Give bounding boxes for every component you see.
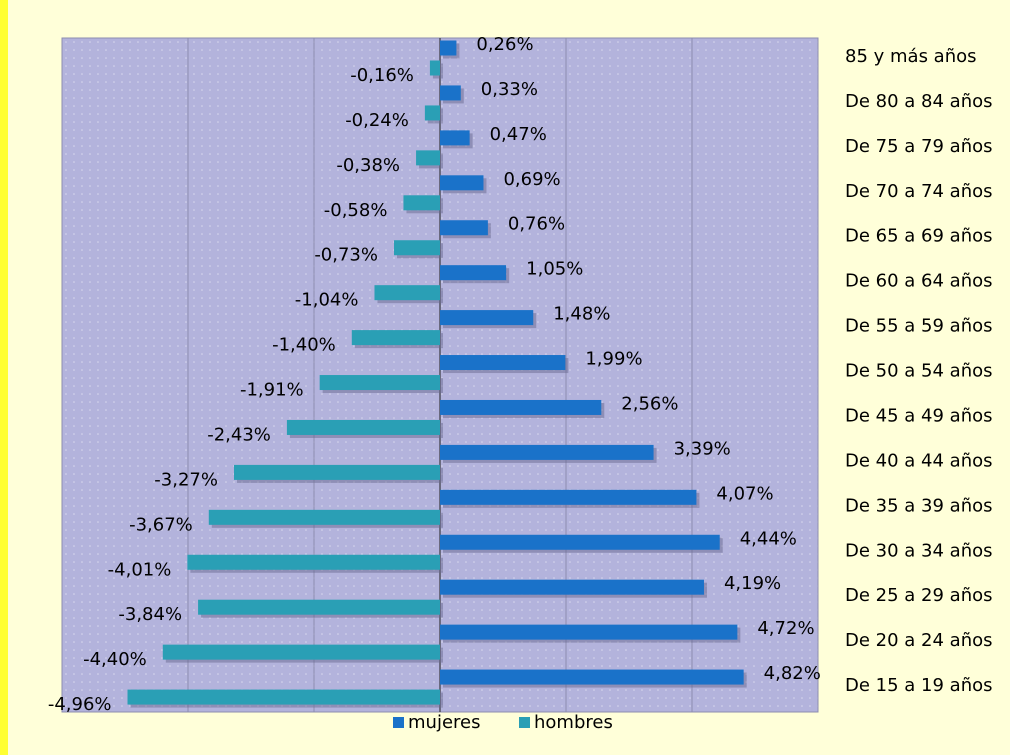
- bar: [440, 310, 534, 326]
- category-label: De 20 a 24 años: [845, 630, 993, 651]
- bar: [319, 375, 440, 391]
- value-label: 2,56%: [621, 393, 678, 414]
- bar: [198, 599, 440, 615]
- bar: [374, 285, 440, 301]
- bar: [440, 534, 720, 550]
- value-label: -2,43%: [207, 424, 271, 445]
- category-label: De 60 a 64 años: [845, 271, 993, 292]
- category-label: 85 y más años: [845, 46, 977, 67]
- bar: [440, 624, 738, 640]
- bar: [440, 669, 744, 685]
- category-label: De 55 a 59 años: [845, 316, 993, 337]
- bar: [162, 644, 441, 660]
- bar: [394, 240, 440, 256]
- legend-label: mujeres: [408, 712, 480, 733]
- bar: [127, 689, 441, 705]
- category-label: De 70 a 74 años: [845, 181, 993, 202]
- bar: [286, 419, 440, 435]
- category-label: De 30 a 34 años: [845, 540, 993, 561]
- value-label: -0,58%: [324, 200, 388, 221]
- value-label: -1,40%: [272, 335, 336, 356]
- bar: [440, 130, 470, 146]
- category-label: De 35 a 39 años: [845, 495, 993, 516]
- category-label: De 25 a 29 años: [845, 585, 993, 606]
- value-label: -0,16%: [350, 65, 414, 86]
- legend-swatch: [393, 717, 404, 728]
- bar: [187, 554, 440, 570]
- category-label: De 80 a 84 años: [845, 91, 993, 112]
- value-label: 3,39%: [674, 438, 731, 459]
- bar: [440, 265, 507, 281]
- value-label: 0,26%: [476, 34, 533, 55]
- value-label: -0,24%: [345, 110, 409, 131]
- value-label: 4,19%: [724, 573, 781, 594]
- value-label: 4,82%: [764, 663, 821, 684]
- value-label: -4,96%: [48, 694, 112, 715]
- category-label: De 45 a 49 años: [845, 405, 993, 426]
- bar: [429, 60, 440, 76]
- category-label: De 65 a 69 años: [845, 226, 993, 247]
- value-label: 1,05%: [526, 259, 583, 280]
- bar: [233, 464, 440, 480]
- value-label: 1,48%: [553, 304, 610, 325]
- category-label: De 50 a 54 años: [845, 361, 993, 382]
- bar: [440, 444, 654, 460]
- value-label: 4,44%: [740, 528, 797, 549]
- value-label: 0,47%: [490, 124, 547, 145]
- category-label: De 15 a 19 años: [845, 675, 993, 696]
- value-label: 0,76%: [508, 214, 565, 235]
- bar: [440, 40, 457, 56]
- value-label: 1,99%: [585, 349, 642, 370]
- value-label: -3,67%: [129, 514, 193, 535]
- value-label: 4,72%: [757, 618, 814, 639]
- legend-swatch: [519, 717, 530, 728]
- bar: [424, 105, 440, 121]
- value-label: -1,04%: [295, 290, 359, 311]
- bar: [403, 195, 440, 211]
- bar: [440, 220, 488, 236]
- bar: [440, 489, 697, 505]
- value-label: 0,33%: [481, 79, 538, 100]
- bar: [416, 150, 440, 166]
- value-label: -3,27%: [154, 469, 218, 490]
- bar: [440, 85, 461, 101]
- value-label: 4,07%: [716, 483, 773, 504]
- border-strip: [0, 0, 8, 755]
- category-label: De 75 a 79 años: [845, 136, 993, 157]
- bar: [208, 509, 440, 525]
- bar: [440, 175, 484, 191]
- bar: [440, 355, 566, 371]
- bar: [440, 399, 602, 415]
- bar: [440, 579, 704, 595]
- value-label: -3,84%: [118, 604, 182, 625]
- legend-label: hombres: [534, 712, 613, 733]
- value-label: -1,91%: [240, 380, 304, 401]
- value-label: -0,73%: [314, 245, 378, 266]
- value-label: 0,69%: [503, 169, 560, 190]
- bar: [351, 330, 440, 346]
- value-label: -0,38%: [336, 155, 400, 176]
- value-label: -4,40%: [83, 649, 147, 670]
- category-label: De 40 a 44 años: [845, 450, 993, 471]
- value-label: -4,01%: [108, 559, 172, 580]
